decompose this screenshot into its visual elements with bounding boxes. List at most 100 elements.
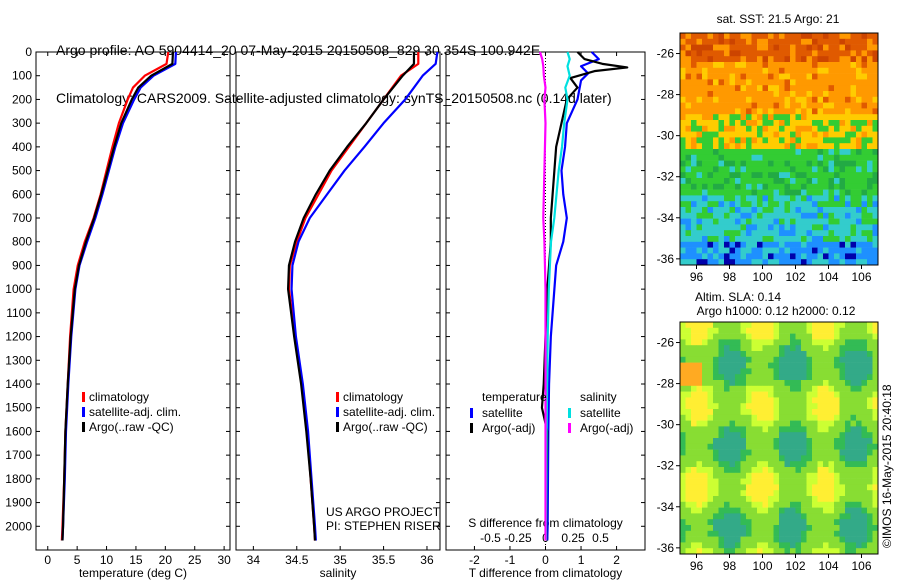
map-cell — [850, 513, 857, 520]
map-cell — [806, 224, 813, 231]
map-cell — [823, 414, 829, 421]
map-cell — [680, 548, 686, 555]
map-cell — [839, 432, 846, 439]
map-cell — [784, 362, 791, 369]
map-cell — [735, 530, 741, 537]
map-cell — [773, 125, 780, 132]
map-cell — [696, 108, 703, 115]
map-cell — [817, 385, 824, 392]
map-cell — [795, 548, 802, 555]
map-cell — [768, 449, 774, 456]
map-cell — [790, 160, 796, 167]
map-cell — [757, 339, 763, 346]
map-cell — [834, 368, 840, 375]
map-cell — [779, 403, 785, 410]
map-cell — [768, 374, 774, 381]
map-cell — [702, 189, 708, 196]
map-cell — [834, 62, 840, 69]
map-cell — [801, 178, 807, 185]
map-cell — [702, 247, 708, 254]
map-cell — [790, 467, 796, 474]
map-cell — [779, 143, 785, 150]
map-cell — [740, 525, 747, 532]
map-cell — [773, 160, 780, 167]
map-cell — [850, 56, 857, 63]
map-cell — [850, 351, 857, 358]
map-cell — [790, 166, 796, 173]
map-cell — [680, 91, 686, 98]
map-cell — [817, 443, 824, 450]
map-cell — [735, 154, 741, 161]
map-cell — [784, 224, 791, 231]
map-cell — [801, 149, 807, 156]
map-cell — [828, 513, 835, 520]
map-cell — [867, 345, 873, 352]
map-cell — [801, 513, 807, 520]
map-cell — [762, 56, 769, 63]
map-cell — [872, 108, 879, 115]
map-cell — [839, 79, 846, 86]
map-cell — [773, 102, 780, 109]
map-cell — [856, 461, 862, 468]
map-cell — [856, 403, 862, 410]
map-cell — [867, 467, 873, 474]
map-cell — [861, 397, 868, 404]
map-cell — [801, 79, 807, 86]
map-cell — [823, 443, 829, 450]
map-cell — [828, 85, 835, 92]
map-cell — [856, 519, 862, 526]
map-cell — [850, 218, 857, 225]
map-cell — [729, 79, 736, 86]
legend-label: satellite — [580, 406, 621, 420]
map-cell — [751, 525, 758, 532]
map-cell — [795, 224, 802, 231]
map-cell — [850, 131, 857, 138]
map-cell — [757, 374, 763, 381]
map-cell — [740, 403, 747, 410]
map-cell — [746, 224, 752, 231]
map-cell — [702, 519, 708, 526]
map-cell — [740, 189, 747, 196]
map-cell — [696, 44, 703, 51]
map-cell — [729, 322, 736, 329]
map-cell — [779, 85, 785, 92]
map-cell — [768, 241, 774, 248]
map-cell — [757, 548, 763, 555]
map-cell — [823, 160, 829, 167]
map-cell — [872, 56, 879, 63]
legend-label: Argo(..raw -QC) — [343, 420, 428, 434]
map-cell — [823, 172, 829, 179]
map-cell — [801, 501, 807, 508]
map-cell — [751, 125, 758, 132]
map-cell — [801, 56, 807, 63]
map-cell — [751, 67, 758, 74]
map-cell — [702, 120, 708, 127]
map-cell — [718, 73, 725, 80]
map-cell — [856, 172, 862, 179]
map-cell — [801, 120, 807, 127]
map-cell — [834, 160, 840, 167]
map-cell — [834, 403, 840, 410]
map-cell — [696, 38, 703, 45]
map-cell — [839, 44, 846, 51]
map-frame — [679, 32, 879, 266]
map-cell — [713, 137, 719, 144]
map-cell — [861, 513, 868, 520]
map-cell — [861, 345, 868, 352]
map-cell — [856, 183, 862, 190]
map-cell — [784, 356, 791, 363]
map-cell — [724, 490, 730, 497]
map-cell — [828, 154, 835, 161]
map-cell — [729, 201, 736, 208]
map-cell — [839, 56, 846, 63]
map-cell — [702, 536, 708, 543]
map-cell — [828, 137, 835, 144]
map-cell — [801, 496, 807, 503]
map-cell — [823, 195, 829, 202]
map-cell — [861, 143, 868, 150]
map-cell — [740, 183, 747, 190]
map-cell — [740, 374, 747, 381]
map-cell — [845, 125, 851, 132]
map-cell — [779, 519, 785, 526]
map-cell — [702, 166, 708, 173]
